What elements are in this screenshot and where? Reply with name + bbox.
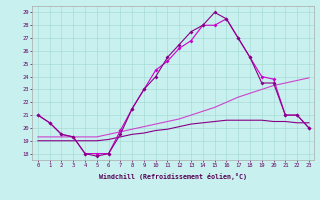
- X-axis label: Windchill (Refroidissement éolien,°C): Windchill (Refroidissement éolien,°C): [99, 173, 247, 180]
